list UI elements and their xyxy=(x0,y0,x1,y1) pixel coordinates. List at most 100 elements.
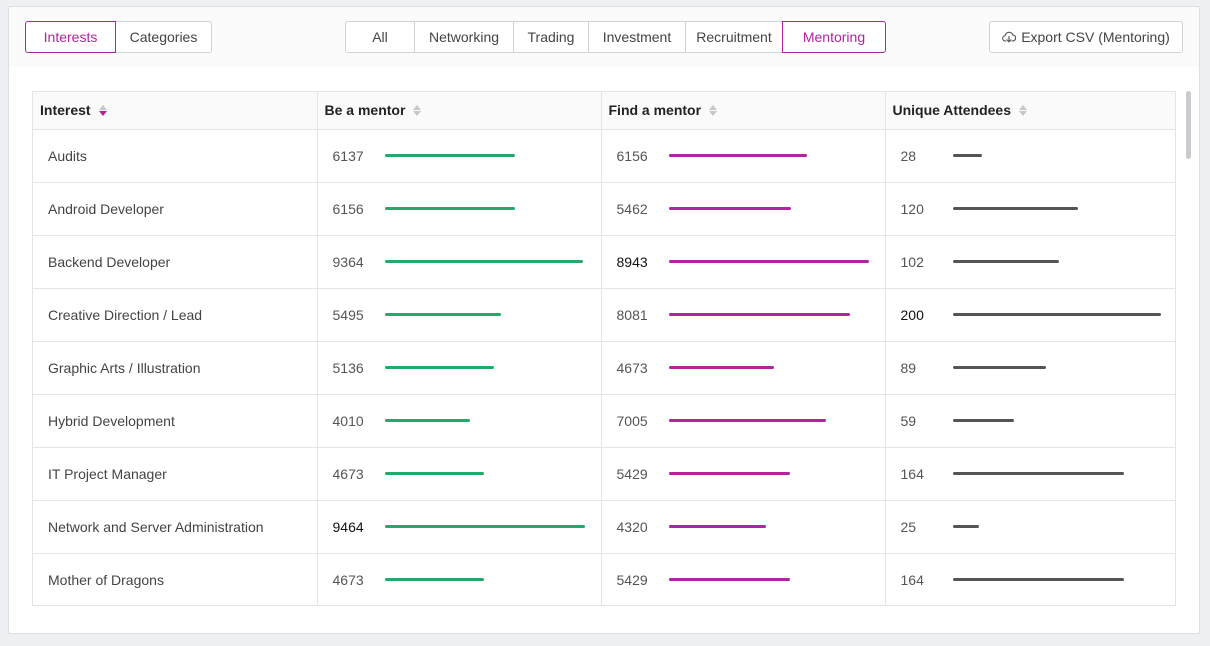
interest-name: Graphic Arts / Illustration xyxy=(33,341,318,395)
mentor-bar xyxy=(384,260,583,263)
unique-cell: 59 xyxy=(885,394,1175,448)
column-header-find-a-mentor[interactable]: Find a mentor xyxy=(601,92,886,130)
unique-value: 120 xyxy=(900,200,924,217)
unique-value: 164 xyxy=(900,465,924,482)
find-cell: 5462 xyxy=(601,182,886,236)
mentor-value: 4673 xyxy=(332,465,364,482)
mentor-cell: 6156 xyxy=(317,182,602,236)
vertical-scrollbar[interactable] xyxy=(1186,91,1191,159)
unique-bar xyxy=(952,313,1161,316)
table-row: Audits 6137 6156 28 xyxy=(33,129,1175,183)
mentor-bar xyxy=(384,578,484,581)
export-csv-button[interactable]: Export CSV (Mentoring) xyxy=(989,21,1183,53)
table-row: Hybrid Development 4010 7005 59 xyxy=(33,394,1175,448)
column-label: Unique Attendees xyxy=(892,102,1012,119)
filter-tab-networking[interactable]: Networking xyxy=(414,21,514,53)
interest-name: Hybrid Development xyxy=(33,394,318,448)
column-header-be-a-mentor[interactable]: Be a mentor xyxy=(317,92,602,130)
find-bar xyxy=(668,260,869,263)
find-bar xyxy=(668,207,791,210)
sort-icon[interactable] xyxy=(709,104,718,116)
filter-tab-group: All Networking Trading Investment Recrui… xyxy=(345,21,886,53)
column-header-unique-attendees[interactable]: Unique Attendees xyxy=(885,92,1175,130)
unique-value: 89 xyxy=(900,359,917,376)
sort-icon[interactable] xyxy=(413,104,422,116)
table-body: Audits 6137 6156 28 Android Developer 6156 546… xyxy=(33,129,1175,605)
mentor-value: 9364 xyxy=(332,253,364,270)
find-value: 6156 xyxy=(616,147,648,164)
unique-cell: 200 xyxy=(885,288,1175,342)
mentor-bar xyxy=(384,472,484,475)
filter-tab-all[interactable]: All xyxy=(345,21,415,53)
unique-cell: 102 xyxy=(885,235,1175,289)
mentor-cell: 5136 xyxy=(317,341,602,395)
mentor-value: 4010 xyxy=(332,412,364,429)
interest-name: Creative Direction / Lead xyxy=(33,288,318,342)
find-cell: 4320 xyxy=(601,500,886,554)
find-bar xyxy=(668,472,790,475)
column-label: Find a mentor xyxy=(608,102,702,119)
unique-cell: 89 xyxy=(885,341,1175,395)
tab-interests[interactable]: Interests xyxy=(25,21,116,53)
find-cell: 8943 xyxy=(601,235,886,289)
export-csv-label: Export CSV (Mentoring) xyxy=(1021,29,1170,45)
find-value: 5462 xyxy=(616,200,648,217)
column-header-interest[interactable]: Interest xyxy=(33,92,318,130)
unique-value: 200 xyxy=(900,306,924,323)
unique-cell: 25 xyxy=(885,500,1175,554)
table-row: Creative Direction / Lead 5495 8081 200 xyxy=(33,288,1175,342)
find-value: 7005 xyxy=(616,412,648,429)
mentor-bar xyxy=(384,525,585,528)
find-bar xyxy=(668,313,850,316)
mentor-cell: 4673 xyxy=(317,447,602,501)
mentor-bar xyxy=(384,154,515,157)
mentor-cell: 5495 xyxy=(317,288,602,342)
filter-tab-recruitment[interactable]: Recruitment xyxy=(685,21,783,53)
find-value: 8081 xyxy=(616,306,648,323)
sort-icon[interactable] xyxy=(1019,104,1027,116)
mentor-bar xyxy=(384,366,494,369)
interest-name: IT Project Manager xyxy=(33,447,318,501)
unique-cell: 164 xyxy=(885,447,1175,501)
unique-bar xyxy=(952,260,1059,263)
find-value: 4673 xyxy=(616,359,648,376)
unique-cell: 120 xyxy=(885,182,1175,236)
mentor-cell: 9464 xyxy=(317,500,602,554)
mentor-cell: 9364 xyxy=(317,235,602,289)
unique-value: 59 xyxy=(900,412,917,429)
find-cell: 5429 xyxy=(601,553,886,605)
table-row: Network and Server Administration 9464 432… xyxy=(33,500,1175,554)
unique-cell: 28 xyxy=(885,129,1175,183)
filter-tab-investment[interactable]: Investment xyxy=(588,21,686,53)
unique-value: 164 xyxy=(900,571,924,588)
column-label: Be a mentor xyxy=(324,102,406,119)
mentoring-panel: Interests Categories All Networking Trad… xyxy=(8,6,1200,634)
find-cell: 6156 xyxy=(601,129,886,183)
table-header-row: Interest Be a mentor Find a mentor Uniqu… xyxy=(33,92,1175,130)
unique-bar xyxy=(952,578,1124,581)
table-row: IT Project Manager 4673 5429 164 xyxy=(33,447,1175,501)
tab-categories[interactable]: Categories xyxy=(115,21,212,53)
unique-bar xyxy=(952,207,1078,210)
find-bar xyxy=(668,154,807,157)
mentor-value: 6137 xyxy=(332,147,364,164)
mentor-value: 5136 xyxy=(332,359,364,376)
find-bar xyxy=(668,419,826,422)
mentor-value: 6156 xyxy=(332,200,364,217)
sort-desc-icon[interactable] xyxy=(98,104,107,116)
mentor-bar xyxy=(384,419,470,422)
table-row: Mother of Dragons 4673 5429 164 xyxy=(33,553,1175,605)
mentor-value: 4673 xyxy=(332,571,364,588)
interest-name: Android Developer xyxy=(33,182,318,236)
interests-table: Interest Be a mentor Find a mentor Uniqu… xyxy=(33,92,1175,605)
unique-value: 102 xyxy=(900,253,924,270)
mentor-bar xyxy=(384,313,501,316)
filter-tab-mentoring[interactable]: Mentoring xyxy=(782,21,886,53)
find-cell: 4673 xyxy=(601,341,886,395)
mentor-cell: 6137 xyxy=(317,129,602,183)
find-cell: 8081 xyxy=(601,288,886,342)
filter-tab-trading[interactable]: Trading xyxy=(513,21,589,53)
unique-bar xyxy=(952,525,979,528)
find-cell: 7005 xyxy=(601,394,886,448)
view-toggle-group: Interests Categories xyxy=(25,21,212,53)
